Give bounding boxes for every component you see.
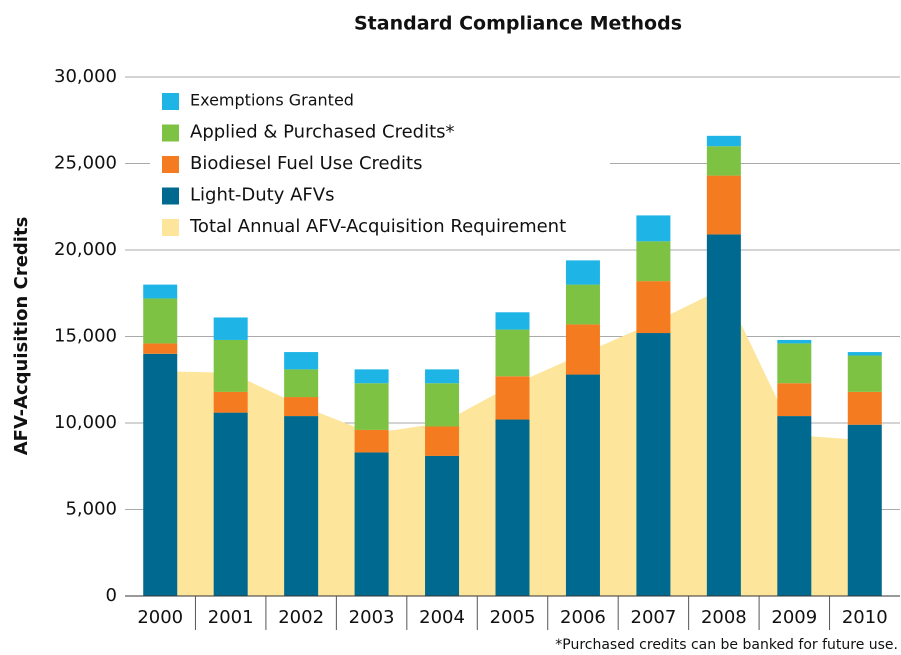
- x-tick-label: 2009: [771, 607, 817, 628]
- x-tick-label: 2000: [137, 607, 183, 628]
- bar-segment: [565, 324, 600, 375]
- y-tick-label: 25,000: [54, 153, 117, 174]
- bar-segment: [143, 298, 178, 344]
- x-tick-label: 2005: [490, 607, 536, 628]
- bar-segment: [706, 234, 741, 596]
- bar-segment: [636, 281, 671, 334]
- chart-title: Standard Compliance Methods: [354, 13, 682, 35]
- bar-segment: [284, 416, 319, 596]
- x-tick-label: 2006: [560, 607, 606, 628]
- bar-segment: [213, 412, 248, 596]
- y-tick-label: 10,000: [54, 412, 117, 433]
- bar-segment: [354, 369, 389, 384]
- bar-segment: [425, 455, 460, 596]
- bar-segment: [565, 374, 600, 596]
- legend-swatch: [162, 93, 179, 110]
- legend-swatch: [162, 187, 179, 205]
- legend-background: [150, 86, 610, 246]
- bar-segment: [847, 355, 882, 392]
- bar-segment: [425, 369, 460, 384]
- legend-label: Light-Duty AFVs: [190, 185, 334, 206]
- x-tick-label: 2004: [419, 607, 465, 628]
- bar-segment: [847, 391, 882, 425]
- bar-segment: [636, 333, 671, 596]
- bar-segment: [565, 284, 600, 325]
- bar-segment: [495, 312, 530, 330]
- bar-segment: [143, 284, 178, 299]
- y-axis-label: AFV-Acquisition Credits: [11, 217, 32, 456]
- x-tick-label: 2010: [842, 607, 888, 628]
- bar-segment: [495, 419, 530, 596]
- x-tick-label: 2007: [631, 607, 677, 628]
- bar-segment: [706, 135, 741, 147]
- legend-label: Applied & Purchased Credits*: [190, 122, 455, 143]
- y-tick-label: 20,000: [54, 239, 117, 260]
- bar-segment: [495, 376, 530, 420]
- y-tick-label: 30,000: [54, 66, 117, 87]
- bar-segment: [495, 329, 530, 377]
- legend-label: Exemptions Granted: [190, 91, 354, 110]
- bar-segment: [354, 383, 389, 430]
- x-tick-label: 2002: [278, 607, 324, 628]
- x-tick-label: 2001: [208, 607, 254, 628]
- legend-label: Biodiesel Fuel Use Credits: [190, 153, 422, 174]
- footnote: *Purchased credits can be banked for fut…: [555, 637, 898, 653]
- y-tick-label: 15,000: [54, 326, 117, 347]
- bar-segment: [213, 391, 248, 413]
- x-tick-label: 2003: [349, 607, 395, 628]
- bar-segment: [284, 352, 319, 370]
- bar-segment: [777, 416, 812, 596]
- bar-segment: [354, 452, 389, 596]
- bar-segment: [636, 215, 671, 242]
- bar-segment: [354, 429, 389, 453]
- x-tick-label: 2008: [701, 607, 747, 628]
- legend-swatch: [162, 124, 179, 142]
- bar-segment: [777, 383, 812, 417]
- bar-segment: [706, 146, 741, 176]
- legend-label: Total Annual AFV-Acquisition Requirement: [189, 216, 566, 237]
- bar-segment: [636, 241, 671, 282]
- bar-segment: [847, 352, 882, 356]
- bar-segment: [425, 383, 460, 427]
- bar-segment: [284, 369, 319, 398]
- bar-segment: [213, 317, 248, 340]
- bar-segment: [425, 426, 460, 456]
- bar-segment: [143, 343, 178, 354]
- bar-segment: [213, 339, 248, 392]
- legend-swatch: [162, 219, 179, 236]
- bar-segment: [284, 397, 319, 417]
- bar-segment: [143, 353, 178, 596]
- y-tick-label: 5,000: [65, 499, 117, 520]
- bar-segment: [706, 175, 741, 235]
- bar-segment: [777, 339, 812, 344]
- legend-swatch: [162, 156, 179, 173]
- y-tick-label: 0: [106, 585, 117, 606]
- bar-segment: [847, 424, 882, 596]
- bar-segment: [777, 343, 812, 384]
- bar-segment: [565, 260, 600, 285]
